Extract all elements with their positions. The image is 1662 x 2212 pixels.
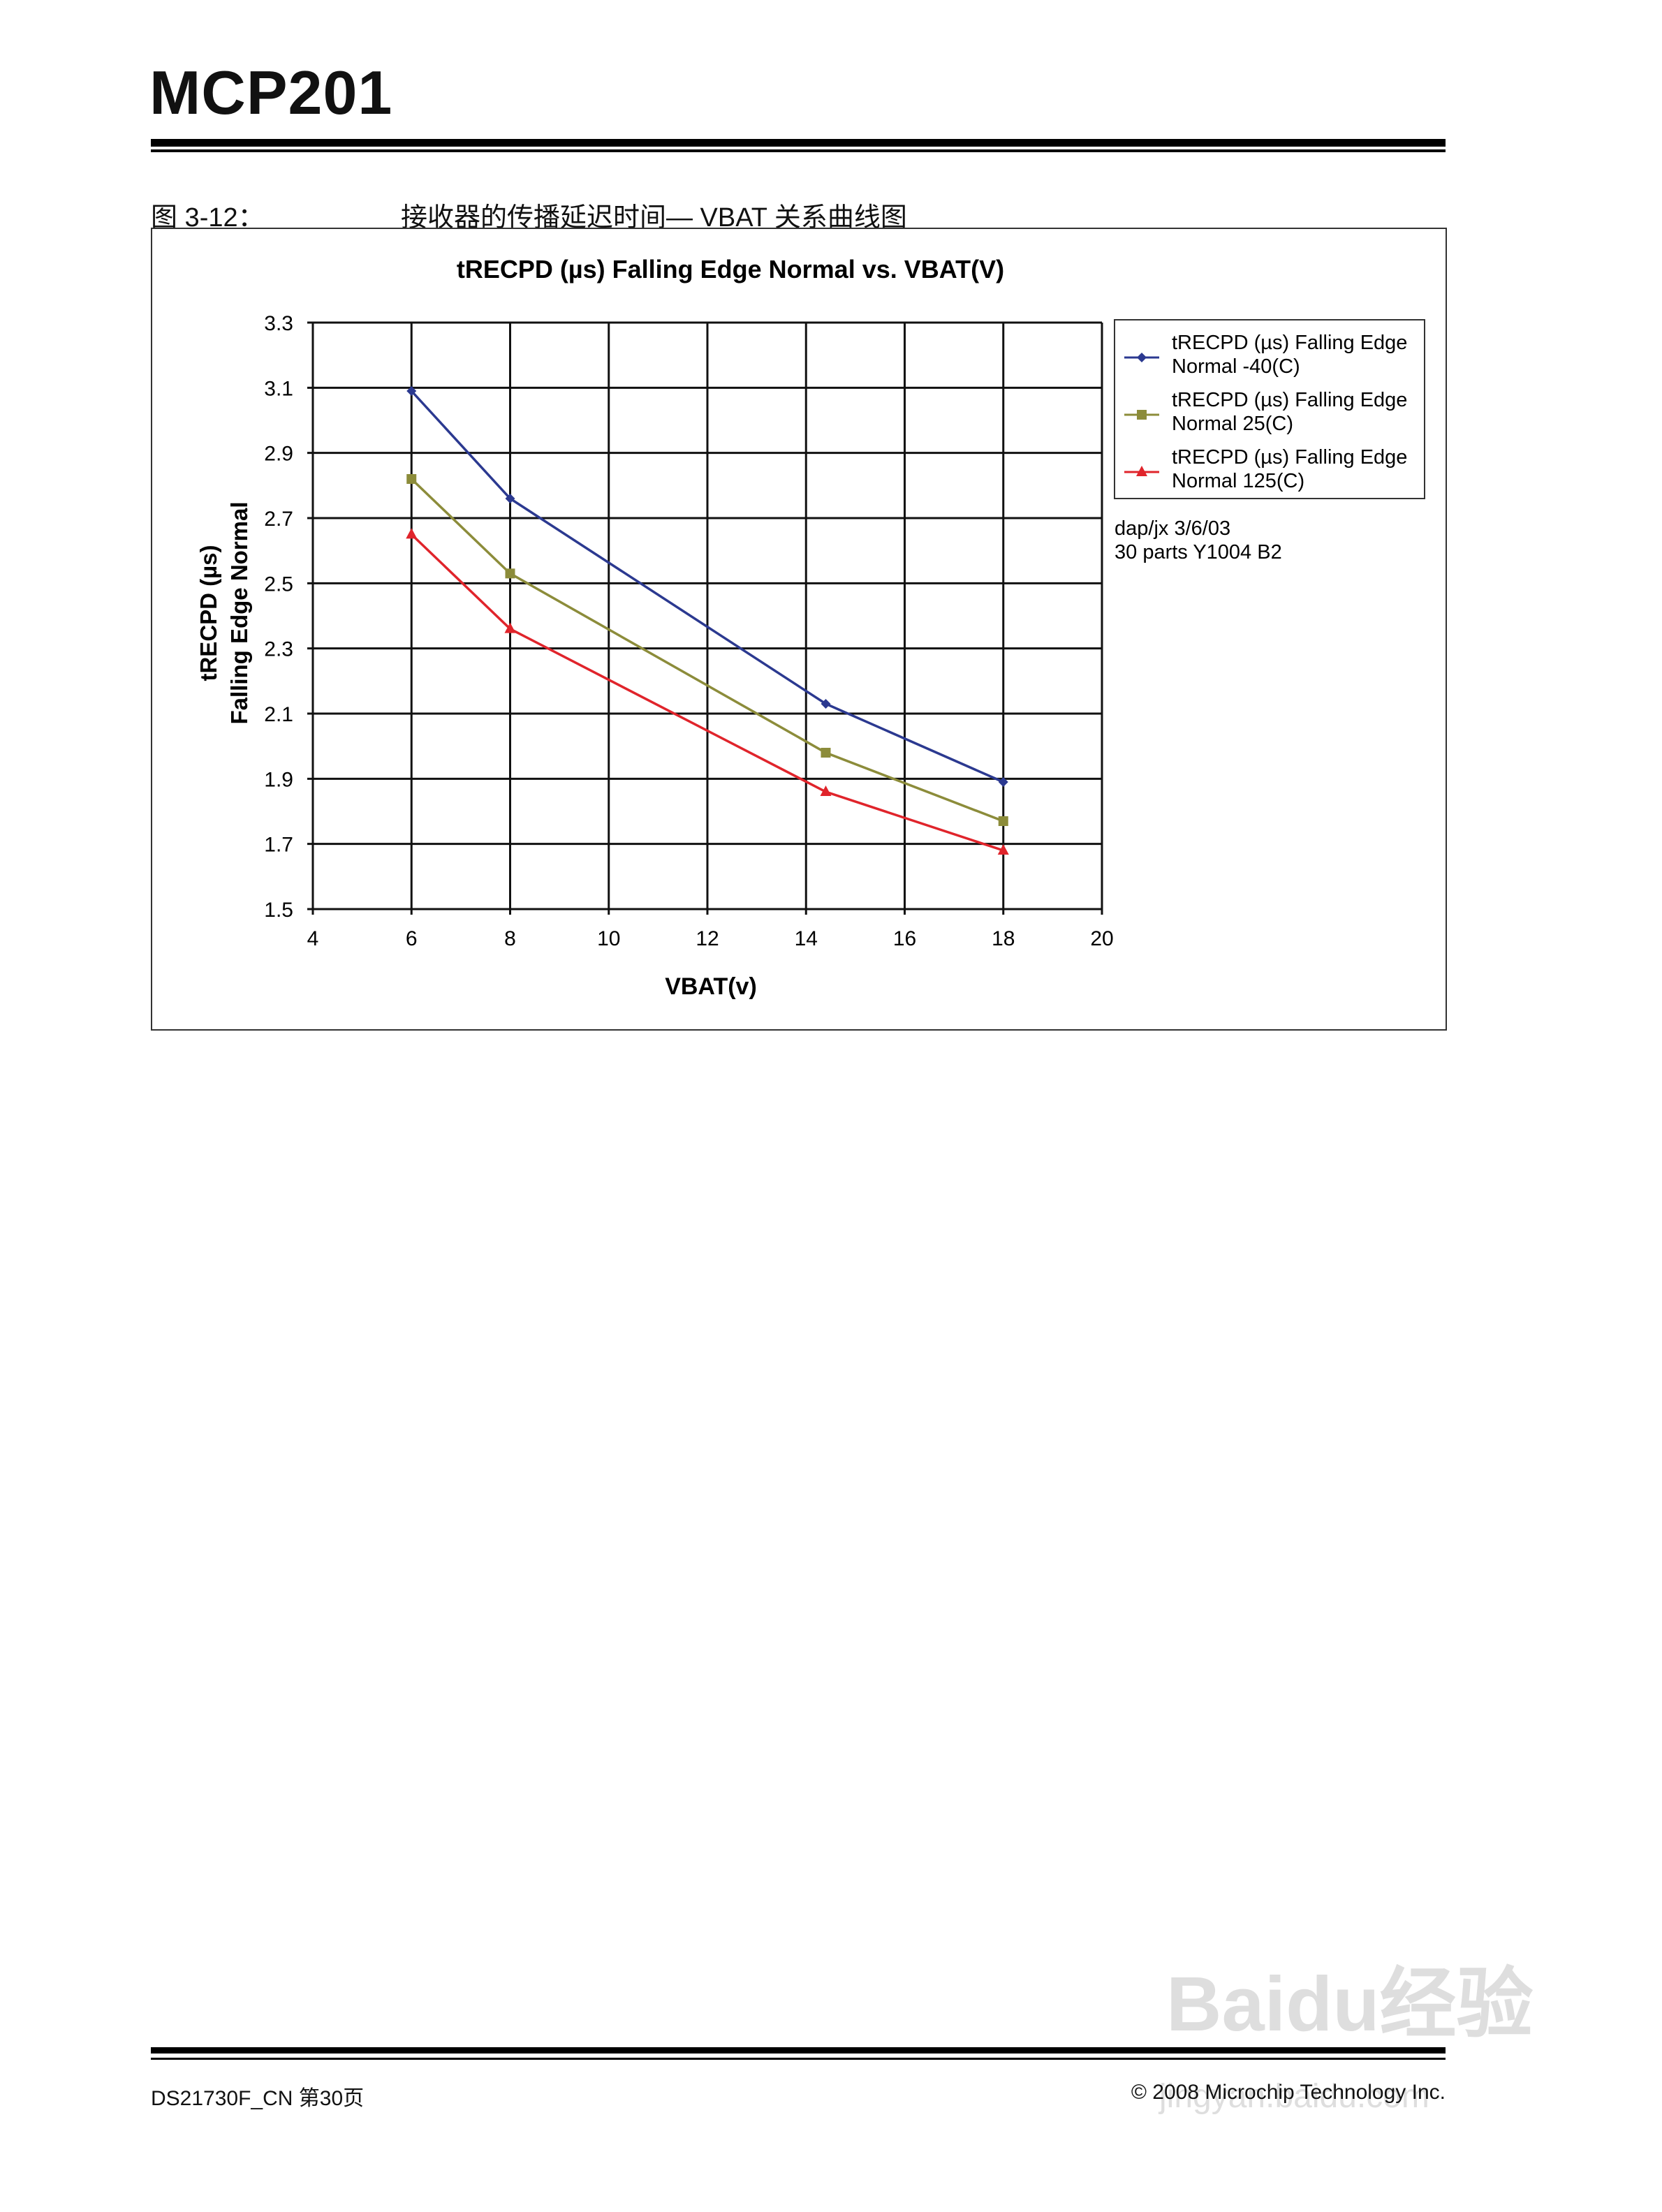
footer-doc-id: DS21730F_CN 第30页 <box>151 2087 365 2110</box>
x-tick-label: 4 <box>307 927 319 950</box>
y-tick-label: 1.5 <box>264 899 293 922</box>
footer-rule-thin <box>151 2058 1446 2060</box>
chart: tRECPD (µs) Falling Edge Normal vs. VBAT… <box>196 255 1425 1000</box>
legend-label: tRECPD (µs) Falling Edge <box>1172 389 1407 411</box>
watermark-logo: Baidu经验 <box>1166 1961 1534 2047</box>
x-tick-label: 14 <box>795 927 818 950</box>
x-axis-title: VBAT(v) <box>665 973 757 1000</box>
series-line <box>410 390 1004 783</box>
y-tick-label: 2.7 <box>264 508 293 531</box>
data-point <box>406 528 418 539</box>
y-tick-label: 3.1 <box>264 377 293 400</box>
chart-annotation-parts: 30 parts Y1004 B2 <box>1115 541 1282 563</box>
x-tick-label: 18 <box>992 927 1015 950</box>
y-tick-label: 2.9 <box>264 443 293 466</box>
header-rule-thin <box>151 149 1446 152</box>
legend-marker <box>1136 466 1147 476</box>
data-point <box>406 386 417 396</box>
legend-marker <box>1137 353 1147 362</box>
chart-annotation-date: dap/jx 3/6/03 <box>1115 517 1230 540</box>
y-axis-title-line1: tRECPD (µs) <box>196 545 221 681</box>
series-line <box>411 533 1004 852</box>
y-tick-label: 1.7 <box>264 834 293 857</box>
series-line <box>411 478 1004 823</box>
data-point <box>821 699 831 709</box>
y-tick-label: 3.3 <box>264 312 293 335</box>
legend-marker <box>1137 410 1147 420</box>
x-tick-label: 16 <box>893 927 916 950</box>
series-0 <box>406 386 1008 787</box>
chart-grid: 1.5 1.7 1.9 2.1 2.3 2.5 2.7 2.9 3.1 3.3 4 6 8 10 12 14 1… <box>264 312 1113 950</box>
data-point <box>505 494 515 503</box>
data-point <box>821 748 831 758</box>
data-point <box>820 786 832 796</box>
y-tick-label: 2.1 <box>264 703 293 726</box>
legend-label: Normal 125(C) <box>1172 470 1304 492</box>
x-tick-label: 8 <box>504 927 516 950</box>
data-point <box>997 844 1009 855</box>
footer-copyright: © 2008 Microchip Technology Inc. <box>1131 2081 1446 2104</box>
legend-label: Normal -40(C) <box>1172 355 1300 378</box>
y-tick-label: 2.5 <box>264 573 293 596</box>
y-tick-label: 1.9 <box>264 768 293 791</box>
series-1 <box>406 474 1008 826</box>
data-point <box>504 622 516 633</box>
data-point <box>998 777 1008 787</box>
legend-box <box>1114 319 1425 499</box>
watermark-url: jingyan.baidu.com <box>1159 2078 1429 2115</box>
legend-label: tRECPD (µs) Falling Edge <box>1172 446 1407 469</box>
x-tick-label: 20 <box>1090 927 1113 950</box>
y-axis-title-line2: Falling Edge Normal <box>226 501 252 724</box>
legend-label: Normal 25(C) <box>1172 413 1293 435</box>
footer-rule-thick <box>151 2047 1446 2054</box>
data-point <box>505 568 515 579</box>
x-tick-label: 12 <box>696 927 719 950</box>
chart-title: tRECPD (µs) Falling Edge Normal vs. VBAT… <box>457 255 1004 283</box>
header-rule-thick <box>151 139 1446 147</box>
chart-series <box>406 386 1009 855</box>
data-point <box>998 816 1008 826</box>
legend-label: tRECPD (µs) Falling Edge <box>1172 332 1407 354</box>
x-tick-label: 6 <box>406 927 418 950</box>
y-tick-label: 2.3 <box>264 638 293 661</box>
document-title: MCP201 <box>149 58 393 127</box>
series-2 <box>406 528 1009 855</box>
data-point <box>406 474 417 484</box>
chart-frame: tRECPD (µs) Falling Edge Normal vs. VBAT… <box>151 228 1447 1031</box>
x-tick-label: 10 <box>597 927 620 950</box>
